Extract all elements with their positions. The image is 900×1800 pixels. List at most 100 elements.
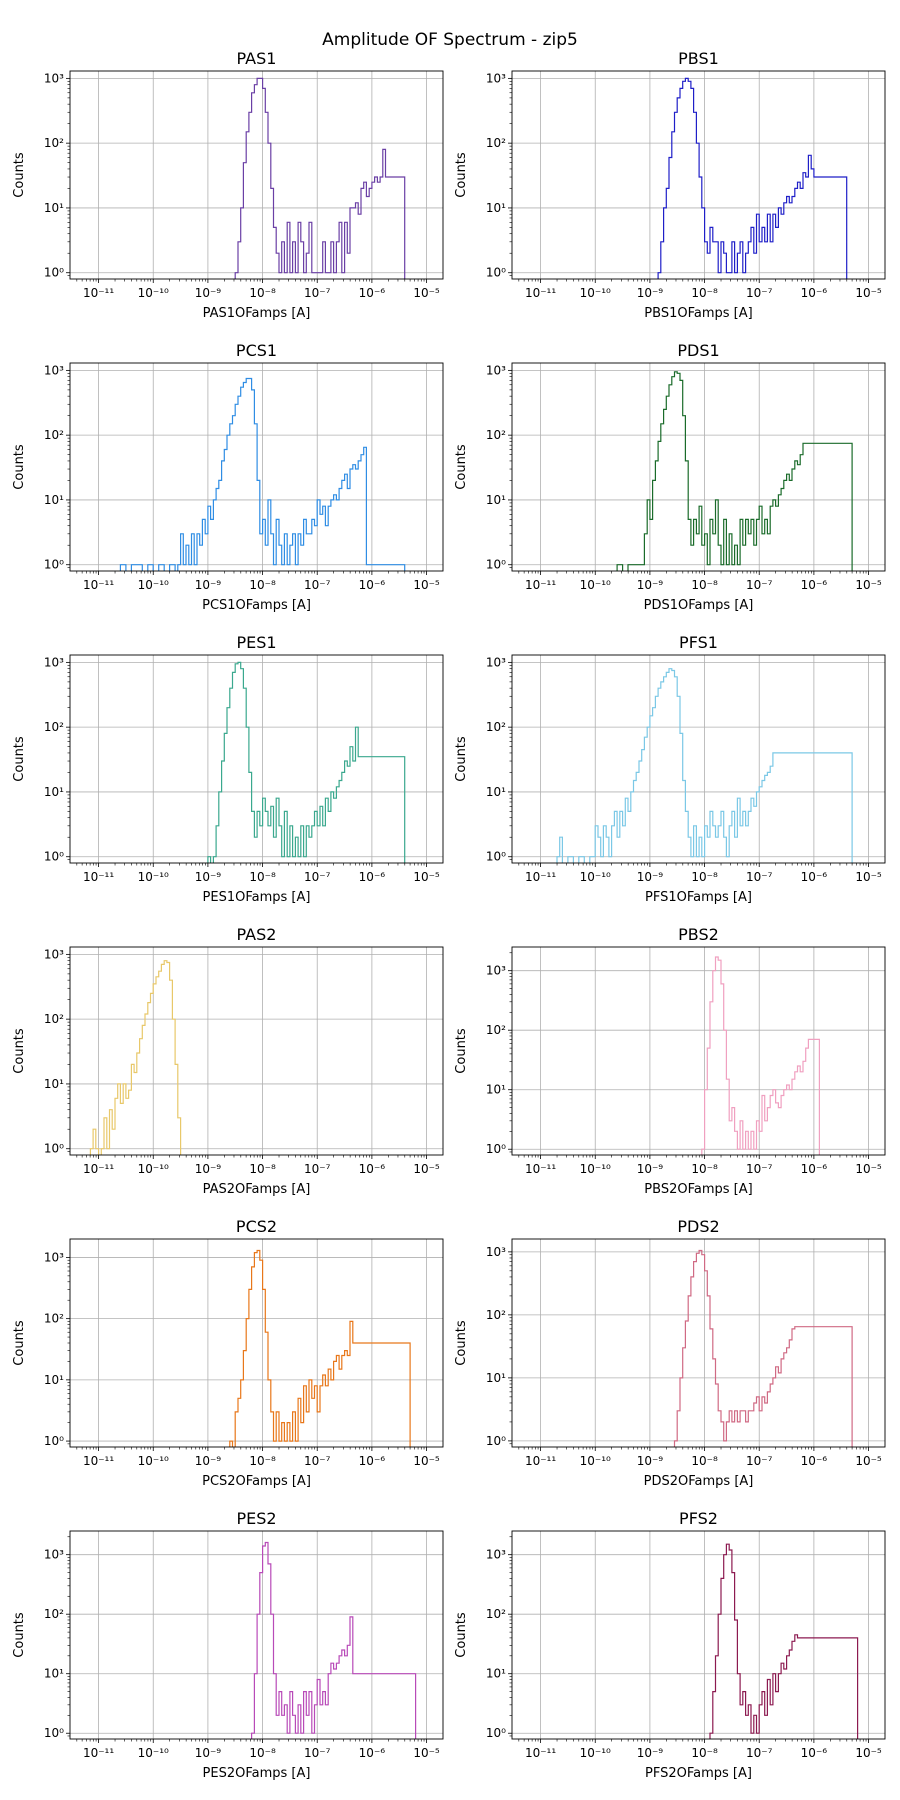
y-axis-label: Counts (454, 1612, 469, 1658)
subplot-title: PBS1 (678, 49, 719, 68)
subplot-title: PBS2 (678, 925, 719, 944)
x-tick-label: 10⁻⁹ (637, 1162, 664, 1176)
x-tick-label: 10⁻¹¹ (83, 1454, 114, 1468)
x-tick-label: 10⁻⁹ (637, 1454, 664, 1468)
subplot-pfs1: 10⁻¹¹ 10⁻¹⁰ 10⁻⁹ 10⁻⁸ 10⁻⁷ 10⁻⁶ 10⁻⁵ 10⁰ 10¹ 10² 1… (454, 633, 886, 905)
x-tick-label: 10⁻⁶ (801, 578, 828, 592)
y-tick-label: 10¹ (486, 1667, 506, 1681)
y-tick-label: 10⁰ (486, 1726, 506, 1740)
x-tick-label: 10⁻⁸ (249, 1746, 276, 1760)
subplot-pbs1: 10⁻¹¹ 10⁻¹⁰ 10⁻⁹ 10⁻⁸ 10⁻⁷ 10⁻⁶ 10⁻⁵ 10⁰ 10¹ 10² 1… (454, 49, 886, 321)
y-axis-label: Counts (12, 444, 27, 490)
axes-frame (69, 946, 444, 1156)
axes-frame (511, 362, 886, 572)
subplot-title: PES1 (236, 633, 276, 652)
y-tick-label: 10⁰ (44, 266, 64, 280)
x-axis-label: PBS2OFamps [A] (644, 1182, 752, 1197)
x-axis-label: PBS1OFamps [A] (644, 306, 752, 321)
x-tick-label: 10⁻¹⁰ (138, 1454, 169, 1468)
histogram-step-pfs1 (556, 668, 853, 863)
x-tick-label: 10⁻⁵ (413, 870, 440, 884)
subplot-title: PFS2 (679, 1509, 718, 1528)
y-tick-label: 10³ (44, 1250, 64, 1264)
x-tick-label: 10⁻⁵ (855, 578, 882, 592)
subplot-title: PDS1 (677, 341, 719, 360)
x-tick-label: 10⁻¹⁰ (580, 578, 611, 592)
y-tick-label: 10² (44, 428, 64, 442)
x-tick-label: 10⁻⁶ (801, 1454, 828, 1468)
x-axis-label: PES2OFamps [A] (203, 1766, 311, 1781)
x-tick-label: 10⁻⁹ (195, 1746, 222, 1760)
y-tick-label: 10³ (44, 655, 64, 669)
y-tick-label: 10² (44, 1312, 64, 1326)
subplot-pes2: 10⁻¹¹ 10⁻¹⁰ 10⁻⁹ 10⁻⁸ 10⁻⁷ 10⁻⁶ 10⁻⁵ 10⁰ 10¹ 10² 1… (12, 1509, 444, 1781)
x-tick-label: 10⁻⁹ (637, 1746, 664, 1760)
histogram-step-pds2 (673, 1249, 853, 1447)
x-tick-label: 10⁻⁹ (195, 1454, 222, 1468)
y-tick-label: 10² (44, 136, 64, 150)
x-tick-label: 10⁻⁶ (359, 1162, 386, 1176)
x-tick-label: 10⁻⁹ (195, 870, 222, 884)
x-tick-label: 10⁻⁶ (359, 870, 386, 884)
axes-frame (511, 1238, 886, 1448)
x-tick-label: 10⁻⁶ (801, 1746, 828, 1760)
y-tick-label: 10³ (44, 363, 64, 377)
y-tick-label: 10² (486, 1308, 506, 1322)
y-tick-label: 10³ (486, 655, 506, 669)
x-tick-label: 10⁻¹⁰ (138, 870, 169, 884)
histogram-step-pcs2 (229, 1249, 411, 1447)
x-tick-label: 10⁻⁸ (691, 1454, 718, 1468)
y-axis-label: Counts (454, 152, 469, 198)
x-tick-label: 10⁻¹⁰ (580, 1162, 611, 1176)
y-axis-label: Counts (454, 736, 469, 782)
x-tick-label: 10⁻⁷ (746, 1746, 773, 1760)
y-tick-label: 10³ (486, 71, 506, 85)
y-tick-label: 10⁰ (44, 850, 64, 864)
x-tick-label: 10⁻⁵ (413, 578, 440, 592)
subplot-pcs2: 10⁻¹¹ 10⁻¹⁰ 10⁻⁹ 10⁻⁸ 10⁻⁷ 10⁻⁶ 10⁻⁵ 10⁰ 10¹ 10² 1… (12, 1217, 444, 1489)
x-tick-label: 10⁻¹¹ (83, 870, 114, 884)
x-tick-label: 10⁻⁸ (691, 578, 718, 592)
subplot-title: PDS2 (677, 1217, 719, 1236)
axes-frame (69, 1530, 444, 1740)
histogram-step-pes2 (251, 1541, 417, 1739)
x-tick-label: 10⁻⁵ (413, 1454, 440, 1468)
y-tick-label: 10³ (486, 964, 506, 978)
y-tick-label: 10³ (44, 71, 64, 85)
subplot-pas2: 10⁻¹¹ 10⁻¹⁰ 10⁻⁹ 10⁻⁸ 10⁻⁷ 10⁻⁶ 10⁻⁵ 10⁰ 10¹ 10² 1… (12, 925, 444, 1197)
axes-frame (511, 1530, 886, 1740)
histogram-step-pas2 (89, 960, 182, 1155)
x-tick-label: 10⁻¹⁰ (138, 286, 169, 300)
x-tick-label: 10⁻⁵ (413, 1746, 440, 1760)
x-tick-label: 10⁻⁶ (359, 1746, 386, 1760)
axes-frame (511, 70, 886, 280)
x-tick-label: 10⁻⁵ (855, 1162, 882, 1176)
x-tick-label: 10⁻⁷ (746, 578, 773, 592)
y-tick-label: 10⁰ (44, 1726, 64, 1740)
y-tick-label: 10¹ (44, 201, 64, 215)
x-tick-label: 10⁻¹¹ (525, 870, 556, 884)
y-tick-label: 10² (486, 1607, 506, 1621)
y-tick-label: 10¹ (44, 1667, 64, 1681)
x-tick-label: 10⁻⁸ (691, 286, 718, 300)
x-tick-label: 10⁻⁶ (801, 1162, 828, 1176)
y-tick-label: 10² (486, 428, 506, 442)
figure-suptitle: Amplitude OF Spectrum - zip5 (322, 30, 578, 50)
subplot-pds2: 10⁻¹¹ 10⁻¹⁰ 10⁻⁹ 10⁻⁸ 10⁻⁷ 10⁻⁶ 10⁻⁵ 10⁰ 10¹ 10² 1… (454, 1217, 886, 1489)
y-tick-label: 10³ (486, 1548, 506, 1562)
y-axis-label: Counts (454, 1028, 469, 1074)
x-tick-label: 10⁻⁸ (691, 1746, 718, 1760)
x-tick-label: 10⁻⁶ (801, 286, 828, 300)
subplot-pds1: 10⁻¹¹ 10⁻¹⁰ 10⁻⁹ 10⁻⁸ 10⁻⁷ 10⁻⁶ 10⁻⁵ 10⁰ 10¹ 10² 1… (454, 341, 886, 613)
y-tick-label: 10⁰ (486, 558, 506, 572)
x-axis-label: PFS2OFamps [A] (645, 1766, 752, 1781)
y-tick-label: 10¹ (486, 1371, 506, 1385)
subplot-title: PFS1 (679, 633, 718, 652)
axes-frame (69, 1238, 444, 1448)
y-axis-label: Counts (12, 1612, 27, 1658)
x-tick-label: 10⁻⁷ (304, 870, 331, 884)
x-axis-label: PAS1OFamps [A] (203, 306, 311, 321)
histogram-step-pfs2 (709, 1543, 859, 1739)
y-tick-label: 10³ (486, 1245, 506, 1259)
x-tick-label: 10⁻⁹ (195, 286, 222, 300)
